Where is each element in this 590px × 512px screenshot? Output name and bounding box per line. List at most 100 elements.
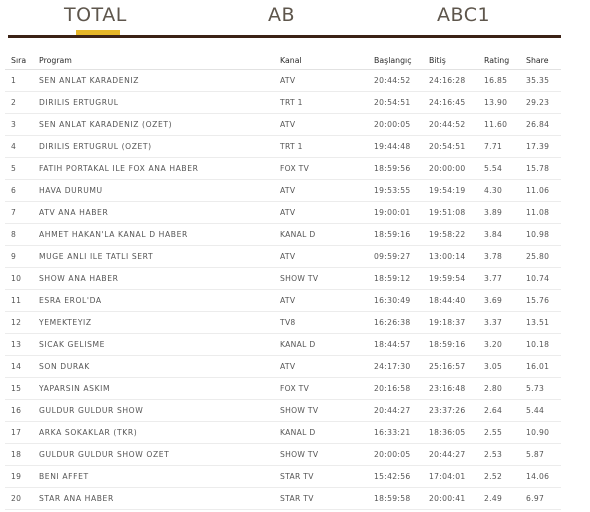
cell-share: 15.76 — [520, 289, 561, 312]
cell-channel: TRT 1 — [274, 135, 368, 158]
table-row: 6 HAVA DURUMU ATV 19:53:55 19:54:19 4.30 11.06 — [5, 179, 561, 202]
column-header-rating[interactable]: Rating — [478, 51, 520, 70]
tab-ab[interactable]: AB — [268, 4, 296, 26]
cell-start: 20:54:51 — [368, 91, 423, 114]
cell-start: 18:59:58 — [368, 487, 423, 510]
cell-share: 14.06 — [520, 465, 561, 488]
cell-start: 19:44:48 — [368, 135, 423, 158]
audience-tabs: TOTAL AB ABC1 — [0, 0, 590, 38]
cell-start: 20:00:05 — [368, 443, 423, 466]
cell-rating: 7.71 — [478, 135, 520, 158]
cell-share: 10.18 — [520, 333, 561, 356]
cell-channel: FOX TV — [274, 157, 368, 180]
cell-end: 19:58:22 — [423, 223, 478, 246]
table-row: 14 SON DURAK ATV 24:17:30 25:16:57 3.05 16.01 — [5, 355, 561, 378]
column-header-rank[interactable]: Sıra — [5, 51, 33, 70]
cell-channel: KANAL D — [274, 223, 368, 246]
cell-channel: TV8 — [274, 311, 368, 334]
cell-end: 20:00:00 — [423, 157, 478, 180]
table-row: 11 ESRA EROL'DA ATV 16:30:49 18:44:40 3.69 15.… — [5, 289, 561, 312]
cell-program: SEN ANLAT KARADENIZ — [33, 69, 274, 92]
table-row: 9 MUGE ANLI ILE TATLI SERT ATV 09:59:27 13:0… — [5, 245, 561, 268]
column-header-end[interactable]: Bitiş — [423, 51, 478, 70]
cell-channel: KANAL D — [274, 333, 368, 356]
cell-program: SHOW ANA HABER — [33, 267, 274, 290]
table-row: 17 ARKA SOKAKLAR (TKR) KANAL D 16:33:21 18:3… — [5, 421, 561, 444]
cell-end: 19:54:19 — [423, 179, 478, 202]
table-row: 16 GULDUR GULDUR SHOW SHOW TV 20:44:27 23:37… — [5, 399, 561, 422]
cell-end: 19:51:08 — [423, 201, 478, 224]
cell-start: 24:17:30 — [368, 355, 423, 378]
cell-rank: 3 — [5, 113, 33, 136]
cell-end: 23:16:48 — [423, 377, 478, 400]
cell-start: 19:53:55 — [368, 179, 423, 202]
table-header-row: Sıra Program Kanal Başlangıç Bitiş Ratin… — [5, 51, 561, 70]
cell-rank: 19 — [5, 465, 33, 488]
cell-program: SEN ANLAT KARADENIZ (OZET) — [33, 113, 274, 136]
cell-channel: KANAL D — [274, 421, 368, 444]
cell-share: 15.78 — [520, 157, 561, 180]
cell-end: 13:00:14 — [423, 245, 478, 268]
column-header-start[interactable]: Başlangıç — [368, 51, 423, 70]
cell-start: 16:30:49 — [368, 289, 423, 312]
cell-start: 09:59:27 — [368, 245, 423, 268]
cell-end: 19:18:37 — [423, 311, 478, 334]
tab-abc1[interactable]: ABC1 — [437, 4, 491, 26]
table-body: 1 SEN ANLAT KARADENIZ ATV 20:44:52 24:16:28 1… — [5, 69, 561, 510]
cell-rating: 11.60 — [478, 113, 520, 136]
table-row: 12 YEMEKTEYIZ TV8 16:26:38 19:18:37 3.37 13.51 — [5, 311, 561, 334]
cell-rating: 2.80 — [478, 377, 520, 400]
cell-program: GULDUR GULDUR SHOW OZET — [33, 443, 274, 466]
cell-share: 6.97 — [520, 487, 561, 510]
cell-channel: ATV — [274, 113, 368, 136]
cell-start: 18:44:57 — [368, 333, 423, 356]
cell-channel: FOX TV — [274, 377, 368, 400]
cell-program: BENI AFFET — [33, 465, 274, 488]
cell-channel: ATV — [274, 69, 368, 92]
cell-program: MUGE ANLI ILE TATLI SERT — [33, 245, 274, 268]
cell-rank: 2 — [5, 91, 33, 114]
cell-program: AHMET HAKAN'LA KANAL D HABER — [33, 223, 274, 246]
column-header-channel[interactable]: Kanal — [274, 51, 368, 70]
cell-start: 20:16:58 — [368, 377, 423, 400]
cell-start: 18:59:56 — [368, 157, 423, 180]
cell-channel: ATV — [274, 201, 368, 224]
cell-program: DIRILIS ERTUGRUL (OZET) — [33, 135, 274, 158]
cell-rank: 10 — [5, 267, 33, 290]
cell-rating: 3.78 — [478, 245, 520, 268]
table-row: 4 DIRILIS ERTUGRUL (OZET) TRT 1 19:44:48 20:… — [5, 135, 561, 158]
cell-rating: 3.20 — [478, 333, 520, 356]
cell-rating: 2.52 — [478, 465, 520, 488]
cell-channel: ATV — [274, 355, 368, 378]
cell-rating: 2.64 — [478, 399, 520, 422]
table-row: 1 SEN ANLAT KARADENIZ ATV 20:44:52 24:16:28 1… — [5, 69, 561, 92]
cell-rank: 7 — [5, 201, 33, 224]
cell-start: 15:42:56 — [368, 465, 423, 488]
cell-start: 20:00:05 — [368, 113, 423, 136]
cell-start: 19:00:01 — [368, 201, 423, 224]
column-header-program[interactable]: Program — [33, 51, 274, 70]
cell-share: 11.06 — [520, 179, 561, 202]
tab-total[interactable]: TOTAL — [64, 4, 127, 26]
cell-channel: ATV — [274, 179, 368, 202]
table-row: 13 SICAK GELISME KANAL D 18:44:57 18:59:16 3.… — [5, 333, 561, 356]
cell-channel: TRT 1 — [274, 91, 368, 114]
cell-channel: SHOW TV — [274, 443, 368, 466]
table-row: 2 DIRILIS ERTUGRUL TRT 1 20:54:51 24:16:45 13… — [5, 91, 561, 114]
table-row: 7 ATV ANA HABER ATV 19:00:01 19:51:08 3.89 11.… — [5, 201, 561, 224]
cell-share: 16.01 — [520, 355, 561, 378]
cell-rank: 6 — [5, 179, 33, 202]
cell-share: 11.08 — [520, 201, 561, 224]
cell-share: 10.98 — [520, 223, 561, 246]
table-row: 20 STAR ANA HABER STAR TV 18:59:58 20:00:41 2… — [5, 487, 561, 510]
cell-channel: ATV — [274, 289, 368, 312]
column-header-share[interactable]: Share — [520, 51, 561, 70]
table-row: 3 SEN ANLAT KARADENIZ (OZET) ATV 20:00:05 20… — [5, 113, 561, 136]
cell-share: 10.74 — [520, 267, 561, 290]
cell-channel: STAR TV — [274, 487, 368, 510]
table-row: 18 GULDUR GULDUR SHOW OZET SHOW TV 20:00:05… — [5, 443, 561, 466]
cell-program: STAR ANA HABER — [33, 487, 274, 510]
cell-rank: 5 — [5, 157, 33, 180]
cell-share: 5.73 — [520, 377, 561, 400]
cell-program: DIRILIS ERTUGRUL — [33, 91, 274, 114]
